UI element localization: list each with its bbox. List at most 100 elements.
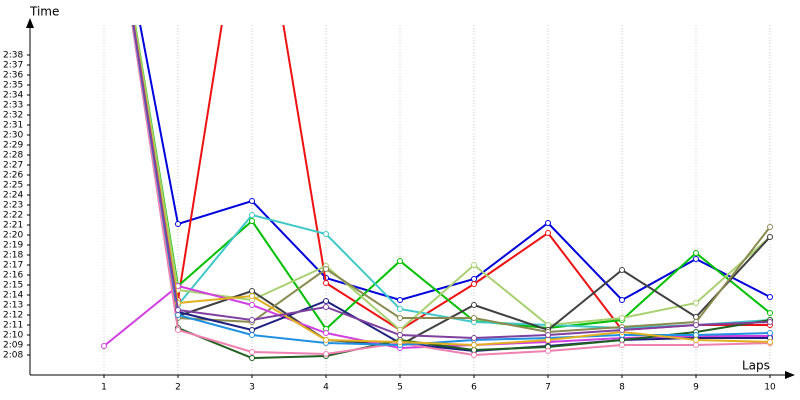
y-tick-label: 2:11: [3, 321, 23, 331]
point: [619, 315, 625, 321]
series-line: [132, 25, 771, 334]
point: [175, 327, 181, 333]
point: [693, 322, 699, 328]
point: [471, 302, 477, 308]
point: [471, 342, 477, 348]
y-tick-label: 2:10: [3, 331, 23, 341]
point: [693, 300, 699, 306]
y-tick-label: 2:24: [3, 191, 23, 201]
series-line: [132, 25, 771, 330]
x-tick-label: 7: [545, 383, 551, 393]
point: [323, 330, 329, 336]
point: [249, 355, 255, 361]
x-tick-label: 6: [471, 383, 477, 393]
y-tick-label: 2:30: [3, 131, 23, 141]
point: [249, 349, 255, 355]
point: [323, 304, 329, 310]
y-tick-label: 2:31: [3, 121, 23, 131]
point: [249, 212, 255, 218]
point: [767, 224, 773, 230]
y-tick-label: 2:38: [3, 51, 23, 61]
point: [323, 231, 329, 237]
point: [249, 327, 255, 333]
plot-area: [101, 25, 773, 361]
point: [249, 288, 255, 294]
y-tick-label: 2:32: [3, 111, 23, 121]
point: [545, 348, 551, 354]
point: [323, 337, 329, 343]
point: [619, 342, 625, 348]
point: [619, 327, 625, 333]
point: [397, 306, 403, 312]
point: [249, 218, 255, 224]
point: [323, 351, 329, 357]
y-tick-label: 2:21: [3, 221, 23, 231]
point: [249, 332, 255, 338]
point: [545, 332, 551, 338]
series-line: [131, 25, 771, 357]
y-tick-label: 2:35: [3, 81, 23, 91]
y-tick-label: 2:26: [3, 171, 23, 181]
x-tick-label: 9: [693, 383, 699, 393]
y-tick-label: 2:34: [3, 91, 23, 101]
point: [323, 280, 329, 286]
point: [545, 220, 551, 226]
point: [619, 267, 625, 273]
x-tick-label: 8: [619, 383, 625, 393]
point: [693, 256, 699, 262]
point: [323, 266, 329, 272]
series-line: [134, 25, 771, 331]
y-tick-label: 2:18: [3, 251, 23, 261]
y-tick-label: 2:12: [3, 311, 23, 321]
point: [545, 322, 551, 328]
point: [545, 337, 551, 343]
series-line: [132, 25, 771, 347]
point: [619, 297, 625, 303]
point: [249, 293, 255, 299]
point: [175, 312, 181, 318]
point: [693, 332, 699, 338]
y-tick-label: 2:36: [3, 71, 23, 81]
point: [397, 297, 403, 303]
point: [397, 258, 403, 264]
series-line: [131, 25, 771, 360]
point: [397, 327, 403, 333]
series-line: [132, 25, 771, 340]
point: [693, 250, 699, 256]
point: [767, 330, 773, 336]
point: [397, 339, 403, 345]
y-tick-label: 2:20: [3, 231, 23, 241]
y-axis-title: Time: [29, 5, 59, 19]
y-tick-label: 2:16: [3, 271, 23, 281]
series-line: [133, 25, 771, 347]
point: [471, 347, 477, 353]
x-axis-title: Laps: [742, 359, 770, 373]
point: [249, 198, 255, 204]
point: [767, 294, 773, 300]
series-line: [133, 25, 771, 332]
point: [249, 317, 255, 323]
y-tick-label: 2:25: [3, 181, 23, 191]
point: [471, 335, 477, 341]
x-axis-arrow: [785, 371, 795, 379]
point: [323, 298, 329, 304]
x-tick-label: 5: [397, 383, 403, 393]
y-axis-arrow: [26, 18, 34, 28]
y-tick-label: 2:33: [3, 101, 23, 111]
point: [471, 352, 477, 358]
y-tick-label: 2:23: [3, 201, 23, 211]
point: [471, 276, 477, 282]
y-tick-label: 2:15: [3, 281, 23, 291]
y-tick-label: 2:08: [3, 351, 23, 361]
y-tick-label: 2:29: [3, 141, 23, 151]
point: [175, 307, 181, 313]
point: [767, 319, 773, 325]
point: [397, 315, 403, 321]
point: [101, 343, 107, 349]
x-tick-label: 4: [323, 383, 329, 393]
y-tick-label: 2:13: [3, 301, 23, 311]
point: [767, 339, 773, 345]
point: [471, 262, 477, 268]
point: [471, 281, 477, 287]
